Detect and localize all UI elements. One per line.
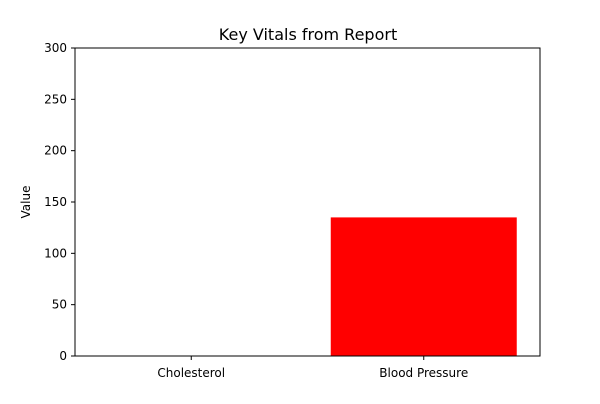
x-tick-label: Blood Pressure [379,366,468,380]
chart-title: Key Vitals from Report [219,25,397,44]
y-tick-label: 150 [44,195,67,209]
y-tick-label: 250 [44,92,67,106]
y-tick-label: 100 [44,246,67,260]
x-tick-label: Cholesterol [157,366,225,380]
plot-frame [74,47,541,357]
y-tick-label: 0 [59,349,67,363]
y-tick-label: 300 [44,41,67,55]
y-tick-label: 200 [44,144,67,158]
y-axis-label: Value [19,186,33,219]
bar-blood-pressure [330,217,517,356]
y-tick-label: 50 [52,298,67,312]
plot-area: Cholesterol Blood Pressure 0 50 100 150 200 250… [44,41,541,380]
